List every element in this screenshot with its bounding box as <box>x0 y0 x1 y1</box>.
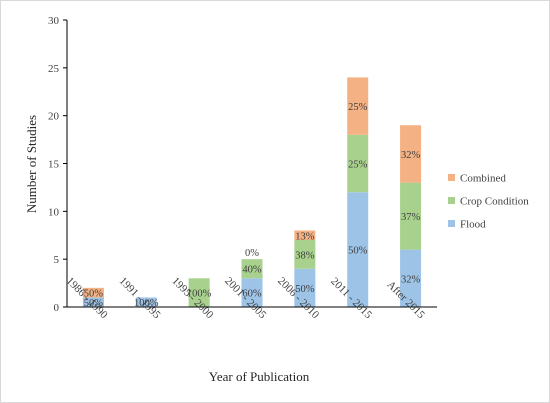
legend-label: Combined <box>460 173 506 185</box>
y-tick-label: 20 <box>48 111 60 123</box>
bar-segment-crop-condition <box>188 278 210 307</box>
y-axis-title: Number of Studies <box>24 115 39 213</box>
bar-segment-flood <box>400 249 422 307</box>
bar-segment-combined <box>82 287 104 298</box>
data-label: 50% <box>84 289 104 300</box>
data-label: 100% <box>187 289 212 300</box>
legend: Combined Crop Condition Flood <box>448 173 529 231</box>
bar-segment-crop-condition <box>294 240 316 269</box>
data-label: 25% <box>348 160 368 171</box>
bar-segment-combined <box>294 230 316 241</box>
data-label: 60% <box>242 289 262 300</box>
bar-segment-crop-condition <box>241 259 263 279</box>
legend-label: Flood <box>460 219 486 231</box>
y-tick-label: 0 <box>54 302 60 314</box>
data-label: 0% <box>245 248 259 259</box>
y-tick-label: 25 <box>48 63 60 75</box>
data-label: 38% <box>295 250 315 261</box>
bar-segment-crop-condition <box>347 134 369 193</box>
bar-segment-flood <box>347 192 369 307</box>
bar-segment-combined <box>347 77 369 135</box>
data-label: 32% <box>401 274 421 285</box>
data-labels-group: 50%50%100%100% 60%40%0%50%38%13%50%25%25%… <box>84 102 421 309</box>
bar-segment-flood <box>82 297 104 307</box>
bar-segment-flood <box>294 268 316 307</box>
legend-label: Crop Condition <box>460 196 529 208</box>
x-axis-title: Year of Publication <box>209 369 310 384</box>
bar-segment-crop-condition <box>400 182 422 250</box>
y-tick-label: 30 <box>48 15 60 27</box>
legend-swatch-combined <box>448 174 455 181</box>
data-label: 37% <box>401 212 421 223</box>
y-tick-label: 10 <box>48 206 60 218</box>
y-ticks-group: 0 5 10 15 20 25 30 <box>48 15 67 314</box>
data-label: 100% <box>134 298 159 309</box>
legend-swatch-crop-condition <box>448 197 455 204</box>
bar-segment-flood <box>135 297 157 307</box>
data-label: 40% <box>242 265 262 276</box>
data-label: 13% <box>295 231 315 242</box>
y-tick-label: 5 <box>54 254 60 266</box>
y-tick-label: 15 <box>48 159 60 171</box>
data-label: 25% <box>348 102 368 113</box>
legend-swatch-flood <box>448 220 455 227</box>
bar-segment-flood <box>241 278 263 307</box>
bars-group <box>82 77 422 307</box>
data-label: 50% <box>348 246 368 257</box>
data-label: 50% <box>295 284 315 295</box>
bar-segment-combined <box>400 125 422 183</box>
data-label: 32% <box>401 150 421 161</box>
data-label: 50% <box>84 298 104 309</box>
